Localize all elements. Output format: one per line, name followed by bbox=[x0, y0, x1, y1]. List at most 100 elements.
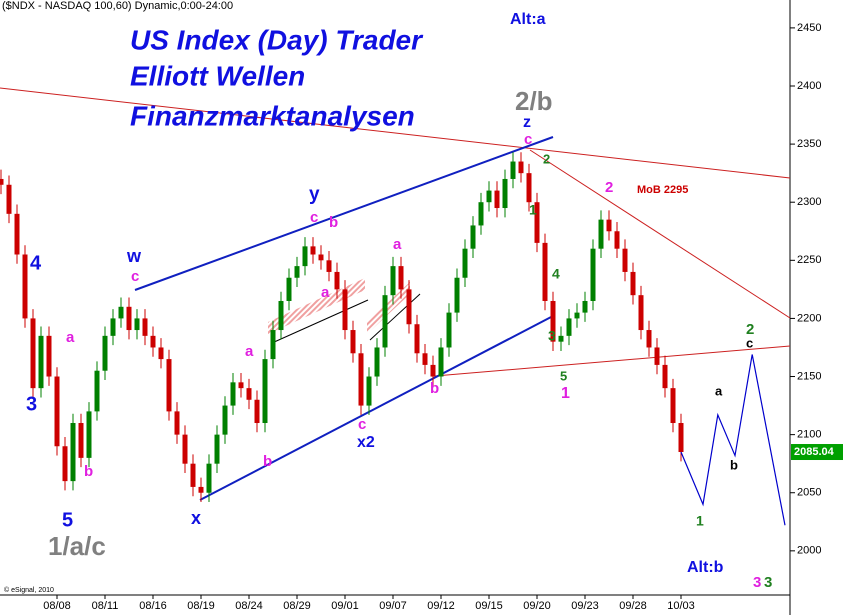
candle-body bbox=[486, 190, 492, 203]
candle-body bbox=[254, 399, 260, 424]
candle-body bbox=[278, 300, 284, 331]
candle-body bbox=[142, 318, 148, 336]
candle-body bbox=[118, 306, 124, 319]
y-tick-label: 2250 bbox=[797, 254, 821, 266]
y-tick-label: 2000 bbox=[797, 545, 821, 557]
annotation: a bbox=[321, 284, 330, 301]
annotation: b bbox=[730, 457, 738, 472]
x-tick-label: 09/20 bbox=[523, 600, 551, 612]
annotation: w bbox=[126, 246, 142, 266]
annotation: 2 bbox=[605, 179, 613, 196]
candle-body bbox=[526, 173, 532, 203]
annotation: c bbox=[524, 131, 532, 148]
candle-body bbox=[214, 434, 220, 464]
candle-body bbox=[582, 300, 588, 313]
channel-band bbox=[268, 278, 365, 334]
candle-body bbox=[294, 266, 300, 278]
annotation: x2 bbox=[357, 434, 375, 451]
candle-body bbox=[550, 300, 556, 342]
candle-body bbox=[670, 388, 676, 424]
candle-body bbox=[398, 266, 404, 290]
candle-body bbox=[502, 178, 508, 209]
x-tick-label: 09/07 bbox=[379, 600, 407, 612]
annotation: MoB 2295 bbox=[637, 184, 688, 196]
annotation: Finanzmarktanalysen bbox=[130, 100, 415, 131]
y-tick-label: 2200 bbox=[797, 312, 821, 324]
candle-body bbox=[534, 202, 540, 243]
annotation: a bbox=[393, 236, 402, 253]
candle-body bbox=[246, 388, 252, 400]
candle-body bbox=[462, 248, 468, 278]
trendline bbox=[369, 293, 421, 341]
trendline bbox=[529, 149, 791, 319]
annotation: 4 bbox=[552, 266, 560, 282]
candle-body bbox=[510, 161, 516, 179]
candle-body bbox=[374, 347, 380, 377]
candle-body bbox=[422, 353, 428, 365]
candle-body bbox=[566, 318, 572, 336]
candle-body bbox=[478, 202, 484, 226]
candle-body bbox=[222, 405, 228, 435]
trendline bbox=[271, 299, 369, 344]
candle-body bbox=[542, 242, 548, 301]
candle-body bbox=[390, 266, 396, 296]
candle-body bbox=[662, 364, 668, 389]
annotation: 1/a/c bbox=[48, 531, 106, 561]
y-tick-label: 2350 bbox=[797, 138, 821, 150]
x-tick-label: 09/23 bbox=[571, 600, 599, 612]
candle-body bbox=[126, 306, 132, 331]
x-tick-label: 08/16 bbox=[139, 600, 167, 612]
candle-body bbox=[86, 411, 92, 458]
annotation: 5 bbox=[560, 368, 567, 383]
y-tick-label: 2400 bbox=[797, 80, 821, 92]
candle-body bbox=[342, 289, 348, 331]
candle-body bbox=[334, 271, 340, 290]
candle-body bbox=[270, 330, 276, 360]
candle-body bbox=[22, 254, 28, 319]
candle-body bbox=[574, 312, 580, 319]
candle-body bbox=[406, 289, 412, 325]
candle-body bbox=[46, 335, 52, 377]
x-tick-label: 10/03 bbox=[667, 600, 695, 612]
candle-body bbox=[262, 359, 268, 424]
annotation: US Index (Day) Trader bbox=[130, 24, 424, 55]
candle-body bbox=[654, 347, 660, 365]
annotation: b bbox=[263, 453, 272, 470]
trendline bbox=[0, 87, 791, 179]
candle-body bbox=[446, 312, 452, 348]
x-tick-label: 09/28 bbox=[619, 600, 647, 612]
x-tick-label: 09/12 bbox=[427, 600, 455, 612]
candle-body bbox=[630, 271, 636, 296]
x-tick-label: 08/11 bbox=[92, 600, 119, 612]
annotation: 5 bbox=[62, 509, 73, 531]
annotation: b bbox=[430, 380, 439, 397]
x-tick-label: 08/24 bbox=[235, 600, 263, 612]
annotation: c bbox=[358, 416, 366, 433]
annotation: 2/b bbox=[515, 86, 553, 116]
candle-body bbox=[6, 184, 12, 214]
annotation: Alt:a bbox=[510, 11, 546, 28]
candle-body bbox=[14, 213, 20, 255]
y-tick-label: 2300 bbox=[797, 196, 821, 208]
candle-body bbox=[350, 330, 356, 354]
candle-body bbox=[606, 219, 612, 232]
x-tick-label: 09/15 bbox=[475, 600, 503, 612]
annotation: x bbox=[191, 508, 201, 528]
candle-body bbox=[622, 248, 628, 272]
annotation: y bbox=[309, 184, 320, 205]
x-tick-label: 08/29 bbox=[283, 600, 311, 612]
annotation: 1 bbox=[561, 385, 570, 402]
chart-header: ($NDX - NASDAQ 100,60) Dynamic,0:00-24:0… bbox=[2, 0, 233, 12]
annotation: b bbox=[84, 463, 93, 480]
y-tick-label: 2100 bbox=[797, 429, 821, 441]
candle-body bbox=[54, 376, 60, 447]
candle-body bbox=[590, 248, 596, 301]
candle-body bbox=[238, 382, 244, 389]
candle-body bbox=[174, 411, 180, 435]
annotation: 3 bbox=[753, 574, 761, 591]
y-tick-label: 2050 bbox=[797, 487, 821, 499]
annotation: 1 bbox=[696, 513, 704, 529]
y-tick-label: 2450 bbox=[797, 22, 821, 34]
trendline bbox=[434, 345, 791, 377]
